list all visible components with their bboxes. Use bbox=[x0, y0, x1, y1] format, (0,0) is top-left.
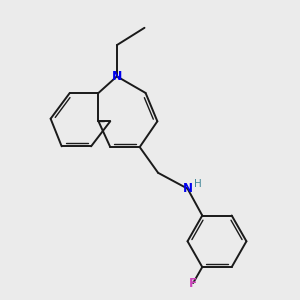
Text: N: N bbox=[112, 70, 122, 83]
Text: F: F bbox=[189, 277, 197, 290]
Text: H: H bbox=[194, 179, 202, 189]
Text: N: N bbox=[182, 182, 193, 195]
